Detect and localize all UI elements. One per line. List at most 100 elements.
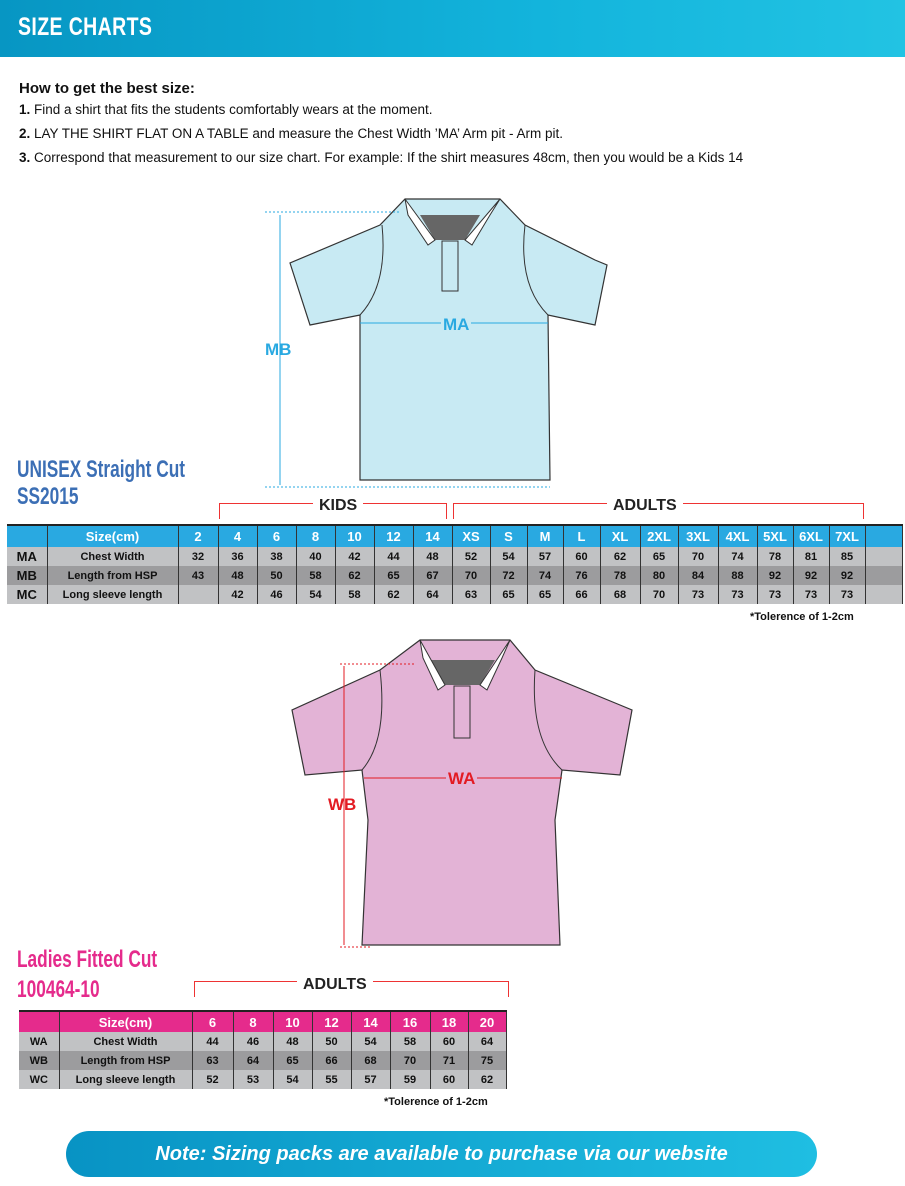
value-cell: 76 <box>563 566 601 585</box>
unisex-title: UNISEX Straight Cut <box>17 456 186 483</box>
value-cell: 92 <box>757 566 794 585</box>
size-col-header: M <box>527 525 564 547</box>
value-cell: 58 <box>335 585 375 604</box>
value-cell: 88 <box>718 566 758 585</box>
measure-label: Long sleeve length <box>59 1070 193 1089</box>
step-number: 3. <box>19 150 31 165</box>
value-cell: 72 <box>490 566 528 585</box>
measure-label: Long sleeve length <box>47 585 179 604</box>
value-cell: 52 <box>192 1070 234 1089</box>
value-cell: 73 <box>718 585 758 604</box>
step-3: 3. Correspond that measurement to our si… <box>19 150 743 165</box>
header-bar: SIZE CHARTS <box>0 0 905 57</box>
ladies-title: Ladies Fitted Cut <box>17 946 158 973</box>
value-cell: 50 <box>312 1032 352 1051</box>
value-cell: 68 <box>351 1051 391 1070</box>
value-cell: 38 <box>257 547 297 566</box>
measure-label: Chest Width <box>59 1032 193 1051</box>
size-col-header: 16 <box>390 1011 431 1032</box>
value-cell: 80 <box>640 566 679 585</box>
page-title: SIZE CHARTS <box>18 13 153 41</box>
value-cell: 65 <box>527 585 564 604</box>
value-cell: 62 <box>600 547 641 566</box>
step-text: LAY THE SHIRT FLAT ON A TABLE and measur… <box>34 126 563 141</box>
value-cell: 40 <box>296 547 336 566</box>
ladies-shirt-illustration <box>291 639 633 948</box>
value-cell: 68 <box>600 585 641 604</box>
size-col-header: 20 <box>468 1011 507 1032</box>
measure-code: MB <box>7 566 48 585</box>
size-col-header: 6 <box>192 1011 234 1032</box>
size-col-header: 8 <box>233 1011 274 1032</box>
unisex-tolerance: *Tolerence of 1-2cm <box>750 611 854 623</box>
step-text: Correspond that measurement to our size … <box>34 150 744 165</box>
table-row: WB Length from HSP 63 64 65 66 68 70 71 75 <box>19 1051 507 1070</box>
value-cell: 60 <box>563 547 601 566</box>
value-cell: 84 <box>678 566 719 585</box>
size-header: Size(cm) <box>47 525 179 547</box>
size-col-header: 8 <box>296 525 336 547</box>
value-cell: 50 <box>257 566 297 585</box>
kids-group-label: KIDS <box>313 497 364 515</box>
value-cell: 78 <box>600 566 641 585</box>
value-cell: 44 <box>192 1032 234 1051</box>
size-col-header: 10 <box>335 525 375 547</box>
empty-cell <box>865 525 903 547</box>
value-cell: 57 <box>351 1070 391 1089</box>
value-cell: 62 <box>374 585 414 604</box>
value-cell: 75 <box>468 1051 507 1070</box>
size-col-header: 12 <box>374 525 414 547</box>
size-col-header: 10 <box>273 1011 313 1032</box>
table-row: WA Chest Width 44 46 48 50 54 58 60 64 <box>19 1032 507 1051</box>
value-cell: 63 <box>452 585 491 604</box>
size-col-header: 5XL <box>757 525 794 547</box>
value-cell: 66 <box>563 585 601 604</box>
value-cell: 65 <box>640 547 679 566</box>
value-cell: 59 <box>390 1070 431 1089</box>
value-cell: 53 <box>233 1070 274 1089</box>
step-number: 1. <box>19 102 31 117</box>
value-cell: 42 <box>335 547 375 566</box>
value-cell: 92 <box>829 566 866 585</box>
value-cell: 73 <box>829 585 866 604</box>
table-row: MC Long sleeve length 42 46 54 58 62 64 63 65 65 66… <box>7 585 903 604</box>
value-cell: 48 <box>273 1032 313 1051</box>
value-cell: 73 <box>757 585 794 604</box>
sizing-packs-note: Note: Sizing packs are available to purc… <box>66 1131 817 1177</box>
value-cell: 73 <box>793 585 830 604</box>
size-col-header: 4 <box>218 525 258 547</box>
ladies-tolerance: *Tolerence of 1-2cm <box>384 1096 488 1108</box>
value-cell: 74 <box>527 566 564 585</box>
wb-label: WB <box>328 795 357 814</box>
empty-cell <box>865 585 903 604</box>
value-cell: 58 <box>296 566 336 585</box>
value-cell: 67 <box>413 566 453 585</box>
corner-cell <box>7 525 48 547</box>
size-col-header: 6XL <box>793 525 830 547</box>
size-col-header: 12 <box>312 1011 352 1032</box>
value-cell: 64 <box>233 1051 274 1070</box>
value-cell: 58 <box>390 1032 431 1051</box>
step-2: 2. LAY THE SHIRT FLAT ON A TABLE and mea… <box>19 126 563 141</box>
value-cell: 55 <box>312 1070 352 1089</box>
measure-code: WC <box>19 1070 60 1089</box>
table-row: MB Length from HSP 43 48 50 58 62 65 67 70 72 74 76 7… <box>7 566 903 585</box>
wa-label: WA <box>446 769 478 789</box>
value-cell: 66 <box>312 1051 352 1070</box>
value-cell: 85 <box>829 547 866 566</box>
mb-label: MB <box>265 340 292 359</box>
value-cell: 48 <box>413 547 453 566</box>
value-cell: 36 <box>218 547 258 566</box>
ladies-code: 100464-10 <box>17 976 100 1003</box>
value-cell <box>178 585 219 604</box>
size-col-header: S <box>490 525 528 547</box>
ma-label: MA <box>441 315 472 335</box>
ladies-size-table: Size(cm) 6 8 10 12 14 16 18 20 WA Chest Width 44 46 4… <box>19 1010 507 1089</box>
value-cell: 60 <box>430 1070 469 1089</box>
size-col-header: 7XL <box>829 525 866 547</box>
value-cell: 81 <box>793 547 830 566</box>
value-cell: 42 <box>218 585 258 604</box>
corner-cell <box>19 1011 60 1032</box>
size-col-header: 3XL <box>678 525 719 547</box>
table-row: WC Long sleeve length 52 53 54 55 57 59 60 62 <box>19 1070 507 1089</box>
